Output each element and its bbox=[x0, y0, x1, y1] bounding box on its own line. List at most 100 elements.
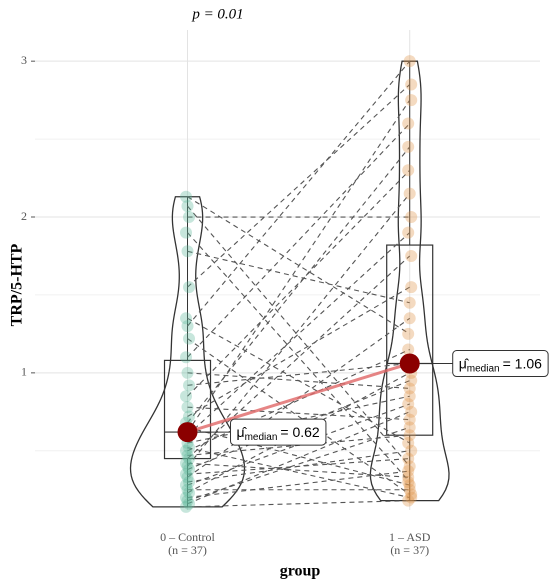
point bbox=[180, 457, 193, 470]
point bbox=[402, 436, 415, 449]
point bbox=[183, 441, 196, 454]
point bbox=[180, 312, 193, 325]
point bbox=[183, 463, 196, 476]
median-label-box bbox=[230, 418, 327, 446]
point bbox=[180, 351, 193, 364]
point bbox=[183, 497, 196, 510]
point bbox=[180, 226, 193, 239]
point bbox=[403, 187, 416, 200]
paired-line bbox=[187, 500, 410, 508]
point bbox=[403, 460, 416, 473]
y-tick-label: 2 bbox=[21, 209, 27, 223]
median-point bbox=[399, 353, 420, 374]
paired-line bbox=[187, 146, 411, 424]
x-tick-label: 0 – Control bbox=[160, 530, 215, 544]
point bbox=[181, 483, 194, 496]
point bbox=[181, 245, 194, 258]
median-line bbox=[187, 362, 411, 434]
paired-line bbox=[187, 338, 411, 495]
point bbox=[405, 211, 418, 224]
point bbox=[405, 405, 418, 418]
paired-line bbox=[187, 60, 411, 327]
point bbox=[183, 281, 196, 294]
point bbox=[405, 78, 418, 91]
point bbox=[402, 140, 415, 153]
point bbox=[403, 312, 416, 325]
violin bbox=[369, 60, 450, 502]
paired-line bbox=[187, 362, 410, 386]
point bbox=[405, 249, 418, 262]
point bbox=[181, 401, 194, 414]
paired-line bbox=[187, 169, 411, 397]
point bbox=[183, 379, 196, 392]
median-label-box bbox=[452, 350, 549, 378]
point bbox=[405, 281, 418, 294]
point bbox=[403, 479, 416, 492]
point bbox=[402, 452, 415, 465]
paired-line bbox=[187, 250, 410, 304]
x-n-label: (n = 37) bbox=[390, 543, 429, 557]
point bbox=[181, 494, 194, 507]
point bbox=[402, 226, 415, 239]
paired-line bbox=[187, 123, 411, 358]
chart-title: p = 0.01 bbox=[191, 6, 243, 22]
x-tick-label: 1 – ASD bbox=[389, 530, 431, 544]
paired-line bbox=[187, 205, 411, 467]
point bbox=[180, 390, 193, 403]
point bbox=[402, 494, 415, 507]
median-symbol: μ̂ bbox=[237, 424, 248, 440]
median-value: = 0.62 bbox=[280, 424, 320, 440]
point bbox=[183, 332, 196, 345]
point bbox=[180, 468, 193, 481]
point bbox=[403, 483, 416, 496]
y-tick-label: 3 bbox=[21, 53, 27, 67]
point bbox=[181, 471, 194, 484]
point bbox=[402, 471, 415, 484]
point bbox=[181, 366, 194, 379]
point bbox=[402, 343, 415, 356]
paired-line bbox=[187, 348, 410, 452]
point bbox=[183, 410, 196, 423]
point bbox=[405, 491, 418, 504]
point bbox=[403, 421, 416, 434]
paired-line bbox=[187, 84, 411, 288]
paired-line bbox=[187, 406, 410, 421]
point bbox=[183, 452, 196, 465]
paired-line bbox=[187, 426, 410, 486]
point bbox=[181, 460, 194, 473]
point bbox=[180, 500, 193, 513]
point bbox=[181, 449, 194, 462]
paired-line bbox=[187, 470, 410, 499]
box bbox=[386, 244, 434, 436]
point bbox=[403, 390, 416, 403]
point bbox=[183, 486, 196, 499]
x-n-label: (n = 37) bbox=[168, 543, 207, 557]
point bbox=[180, 444, 193, 457]
median-point bbox=[177, 422, 198, 443]
paired-line bbox=[187, 99, 411, 433]
point bbox=[403, 413, 416, 426]
point bbox=[180, 491, 193, 504]
y-tick-label: 1 bbox=[21, 365, 27, 379]
paired-line bbox=[187, 232, 411, 436]
point bbox=[402, 398, 415, 411]
point bbox=[403, 429, 416, 442]
paired-line bbox=[187, 411, 410, 505]
paired-line bbox=[187, 286, 410, 417]
point bbox=[181, 200, 194, 213]
paired-line bbox=[187, 462, 410, 478]
point bbox=[403, 382, 416, 395]
paired-line bbox=[187, 450, 410, 483]
paired-line bbox=[187, 447, 410, 499]
point bbox=[183, 211, 196, 224]
point bbox=[180, 479, 193, 492]
point bbox=[183, 475, 196, 488]
point bbox=[181, 320, 194, 333]
x-axis-label: group bbox=[280, 563, 321, 580]
point bbox=[405, 444, 418, 457]
point bbox=[405, 374, 418, 387]
point bbox=[403, 296, 416, 309]
point bbox=[403, 55, 416, 68]
point bbox=[402, 475, 415, 488]
